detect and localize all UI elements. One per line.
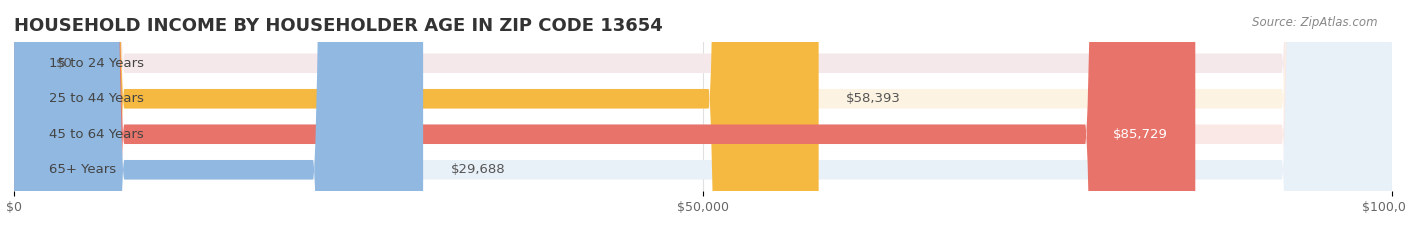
FancyBboxPatch shape [14,0,1392,233]
FancyBboxPatch shape [14,0,1195,233]
FancyBboxPatch shape [14,0,1392,233]
FancyBboxPatch shape [14,0,1392,233]
Text: 65+ Years: 65+ Years [48,163,115,176]
Text: 45 to 64 Years: 45 to 64 Years [48,128,143,141]
Text: 25 to 44 Years: 25 to 44 Years [48,92,143,105]
Text: 15 to 24 Years: 15 to 24 Years [48,57,143,70]
FancyBboxPatch shape [14,0,818,233]
Text: $85,729: $85,729 [1114,128,1168,141]
Text: Source: ZipAtlas.com: Source: ZipAtlas.com [1253,16,1378,29]
FancyBboxPatch shape [14,0,423,233]
FancyBboxPatch shape [14,0,1392,233]
Text: $58,393: $58,393 [846,92,901,105]
Text: $29,688: $29,688 [451,163,505,176]
Text: HOUSEHOLD INCOME BY HOUSEHOLDER AGE IN ZIP CODE 13654: HOUSEHOLD INCOME BY HOUSEHOLDER AGE IN Z… [14,17,662,35]
Text: $0: $0 [55,57,72,70]
